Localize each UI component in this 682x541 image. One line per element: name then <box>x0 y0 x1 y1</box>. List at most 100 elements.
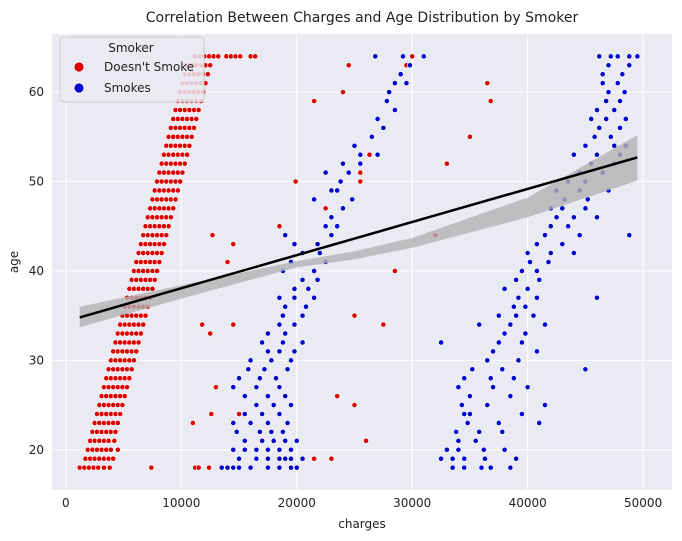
scatter-point-doesnt-smoke <box>237 53 244 60</box>
scatter-point-smokes <box>607 53 614 60</box>
scatter-point-doesnt-smoke <box>126 375 133 382</box>
scatter-point-doesnt-smoke <box>110 455 117 462</box>
scatter-point-smokes <box>328 232 335 239</box>
scatter-point-smokes <box>230 384 237 391</box>
scatter-point-smokes <box>582 366 589 373</box>
scatter-point-smokes <box>322 223 329 230</box>
grid <box>52 34 672 490</box>
scatter-point-doesnt-smoke <box>392 268 398 274</box>
scatter-point-smokes <box>311 268 317 274</box>
scatter-point-smokes <box>276 446 283 453</box>
scatter-point-smokes <box>515 357 522 364</box>
scatter-point-smokes <box>357 160 364 167</box>
scatter-point-smokes <box>337 178 344 185</box>
scatter-point-smokes <box>293 464 300 471</box>
scatter-point-doesnt-smoke <box>207 330 214 337</box>
scatter-point-smokes <box>311 294 317 301</box>
scatter-point-smokes <box>607 133 614 140</box>
scatter-point-doesnt-smoke <box>351 312 358 319</box>
scatter-point-smokes <box>299 339 306 346</box>
scatter-point-smokes <box>461 455 468 462</box>
scatter-point-smokes <box>288 402 294 408</box>
scatter-point-doesnt-smoke <box>311 455 317 462</box>
scatter-point-smokes <box>547 223 554 230</box>
scatter-point-doesnt-smoke <box>443 160 450 167</box>
scatter-point-smokes <box>407 62 413 69</box>
scatter-point-doesnt-smoke <box>140 321 147 328</box>
y-tick-label: 50 <box>29 175 44 189</box>
scatter-point-smokes <box>303 303 309 310</box>
scatter-point-smokes <box>276 455 283 462</box>
scatter-point-smokes <box>284 420 291 426</box>
scatter-point-smokes <box>617 98 623 104</box>
scatter-point-smokes <box>513 455 520 462</box>
scatter-point-smokes <box>253 455 260 462</box>
scatter-point-doesnt-smoke <box>170 205 177 212</box>
scatter-point-doesnt-smoke <box>357 178 364 185</box>
scatter-point-smokes <box>594 214 600 221</box>
scatter-point-smokes <box>553 214 560 221</box>
scatter-point-smokes <box>276 294 283 301</box>
x-tick-label: 10000 <box>162 496 200 510</box>
scatter-point-smokes <box>449 464 456 471</box>
scatter-point-smokes <box>455 384 462 391</box>
scatter-point-doesnt-smoke <box>111 437 118 444</box>
scatter-point-smokes <box>499 428 506 435</box>
scatter-point-smokes <box>241 393 248 400</box>
scatter-point-doesnt-smoke <box>106 464 113 471</box>
scatter-point-smokes <box>245 366 252 373</box>
scatter-point-doesnt-smoke <box>351 402 358 408</box>
x-axis-label: charges <box>338 517 386 531</box>
scatter-point-doesnt-smoke <box>179 169 186 176</box>
scatter-point-smokes <box>626 53 633 60</box>
x-tick-label: 50000 <box>624 496 662 510</box>
scatter-point-doesnt-smoke <box>131 357 137 364</box>
scatter-point-smokes <box>596 53 603 60</box>
scatter-point-smokes <box>467 393 473 400</box>
scatter-point-doesnt-smoke <box>252 53 259 60</box>
scatter-point-smokes <box>605 89 612 96</box>
scatter-point-doesnt-smoke <box>195 107 202 113</box>
scatter-point-smokes <box>276 464 283 471</box>
scatter-point-doesnt-smoke <box>236 411 242 417</box>
scatter-point-smokes <box>386 89 393 96</box>
scatter-point-smokes <box>261 366 268 373</box>
scatter-point-smokes <box>617 124 623 131</box>
scatter-point-smokes <box>490 384 496 391</box>
scatter-point-smokes <box>247 420 254 426</box>
scatter-point-smokes <box>374 151 381 158</box>
scatter-point-smokes <box>316 250 323 256</box>
scatter-point-doesnt-smoke <box>209 232 216 239</box>
scatter-point-smokes <box>545 259 552 265</box>
scatter-point-doesnt-smoke <box>101 464 107 471</box>
scatter-point-smokes <box>299 455 306 462</box>
scatter-point-doesnt-smoke <box>409 53 416 60</box>
scatter-point-smokes <box>603 98 610 104</box>
scatter-point-doesnt-smoke <box>188 133 195 140</box>
scatter-point-smokes <box>461 411 468 417</box>
scatter-point-smokes <box>288 446 294 453</box>
scatter-point-smokes <box>403 80 410 87</box>
scatter-point-smokes <box>280 339 286 346</box>
scatter-point-smokes <box>510 375 517 382</box>
scatter-point-smokes <box>247 464 254 471</box>
scatter-point-smokes <box>582 205 589 212</box>
scatter-point-smokes <box>507 321 514 328</box>
scatter-point-smokes <box>253 446 260 453</box>
scatter-point-smokes <box>314 276 321 283</box>
scatter-point-doesnt-smoke <box>467 133 473 140</box>
scatter-point-smokes <box>256 375 263 382</box>
scatter-point-smokes <box>224 464 231 471</box>
scatter-point-smokes <box>513 312 520 319</box>
y-tick-label: 40 <box>29 264 44 278</box>
scatter-point-doesnt-smoke <box>311 98 317 104</box>
scatter-point-smokes <box>534 241 540 248</box>
scatter-point-smokes <box>507 464 514 471</box>
scatter-point-smokes <box>314 241 321 248</box>
scatter-point-smokes <box>476 321 483 328</box>
scatter-point-smokes <box>621 89 628 96</box>
scatter-point-smokes <box>591 133 598 140</box>
scatter-point-smokes <box>565 223 571 230</box>
scatter-point-smokes <box>443 446 450 453</box>
legend: Smoker Doesn't Smoke Smokes <box>59 36 205 103</box>
